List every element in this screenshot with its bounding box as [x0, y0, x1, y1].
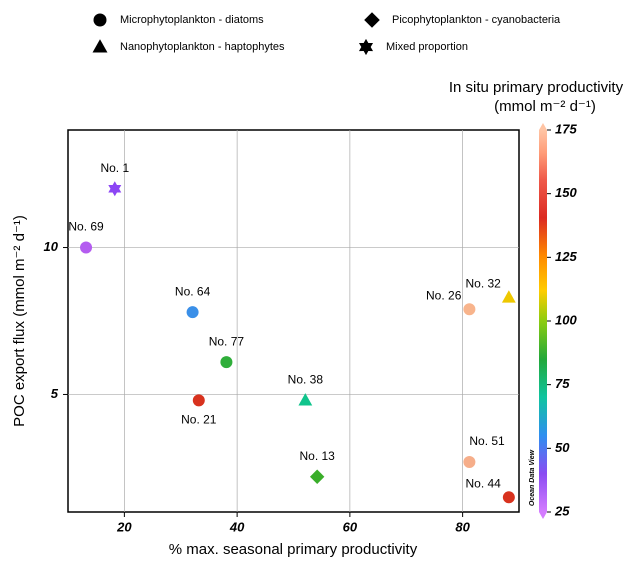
data-point	[186, 306, 199, 319]
legend-label: Mixed proportion	[386, 41, 468, 53]
colorbar-end	[539, 512, 547, 519]
legend-marker	[92, 39, 108, 53]
point-label: No. 38	[288, 373, 324, 387]
colorbar-tick-label: 125	[555, 249, 577, 264]
colorbar-tick-label: 150	[555, 185, 577, 200]
x-tick-label: 20	[116, 519, 132, 534]
data-point	[501, 290, 516, 303]
legend-label: Picophytoplankton - cyanobacteria	[392, 14, 561, 26]
data-point	[298, 393, 313, 406]
data-point	[108, 181, 122, 197]
colorbar-tick-label: 75	[555, 376, 570, 391]
plot-frame	[67, 129, 520, 513]
x-tick-label: 40	[229, 519, 245, 534]
colorbar-tick-label: 50	[555, 440, 570, 455]
point-label: No. 64	[175, 284, 211, 298]
colorbar-tick-label: 25	[554, 503, 570, 518]
colorbar-end	[539, 123, 547, 130]
legend-marker	[364, 12, 380, 28]
legend-marker	[358, 38, 374, 56]
x-tick-label: 80	[455, 519, 470, 534]
point-label: No. 44	[465, 476, 501, 490]
data-point	[220, 356, 233, 369]
y-tick-label: 5	[51, 386, 59, 401]
data-point	[309, 469, 325, 484]
data-point	[192, 394, 205, 407]
data-point	[463, 456, 476, 469]
x-tick-label: 60	[343, 519, 358, 534]
point-label: No. 69	[68, 220, 104, 234]
legend-label: Microphytoplankton - diatoms	[120, 14, 264, 26]
colorbar-title: In situ primary productivity	[449, 79, 624, 96]
point-label: No. 1	[100, 161, 129, 175]
y-tick-label: 10	[44, 239, 59, 254]
colorbar-tick-label: 175	[555, 121, 577, 136]
y-axis-title: POC export flux (mmol m⁻² d⁻¹)	[11, 215, 28, 427]
legend-label: Nanophytoplankton - haptophytes	[120, 41, 285, 53]
point-label: No. 77	[209, 334, 245, 348]
point-label: No. 13	[299, 449, 335, 463]
colorbar-tick-label: 100	[555, 312, 577, 327]
colorbar	[539, 130, 547, 512]
legend-marker	[93, 13, 107, 27]
point-label: No. 26	[426, 288, 462, 302]
data-point	[80, 241, 93, 254]
point-label: No. 32	[465, 277, 501, 291]
point-label: No. 21	[181, 413, 217, 427]
colorbar-note: Ocean Data View	[529, 449, 536, 506]
data-point	[463, 303, 476, 316]
colorbar-title: (mmol m⁻² d⁻¹)	[494, 98, 596, 115]
x-axis-title: % max. seasonal primary productivity	[169, 541, 418, 558]
point-label: No. 51	[469, 434, 505, 448]
data-point	[502, 491, 515, 504]
